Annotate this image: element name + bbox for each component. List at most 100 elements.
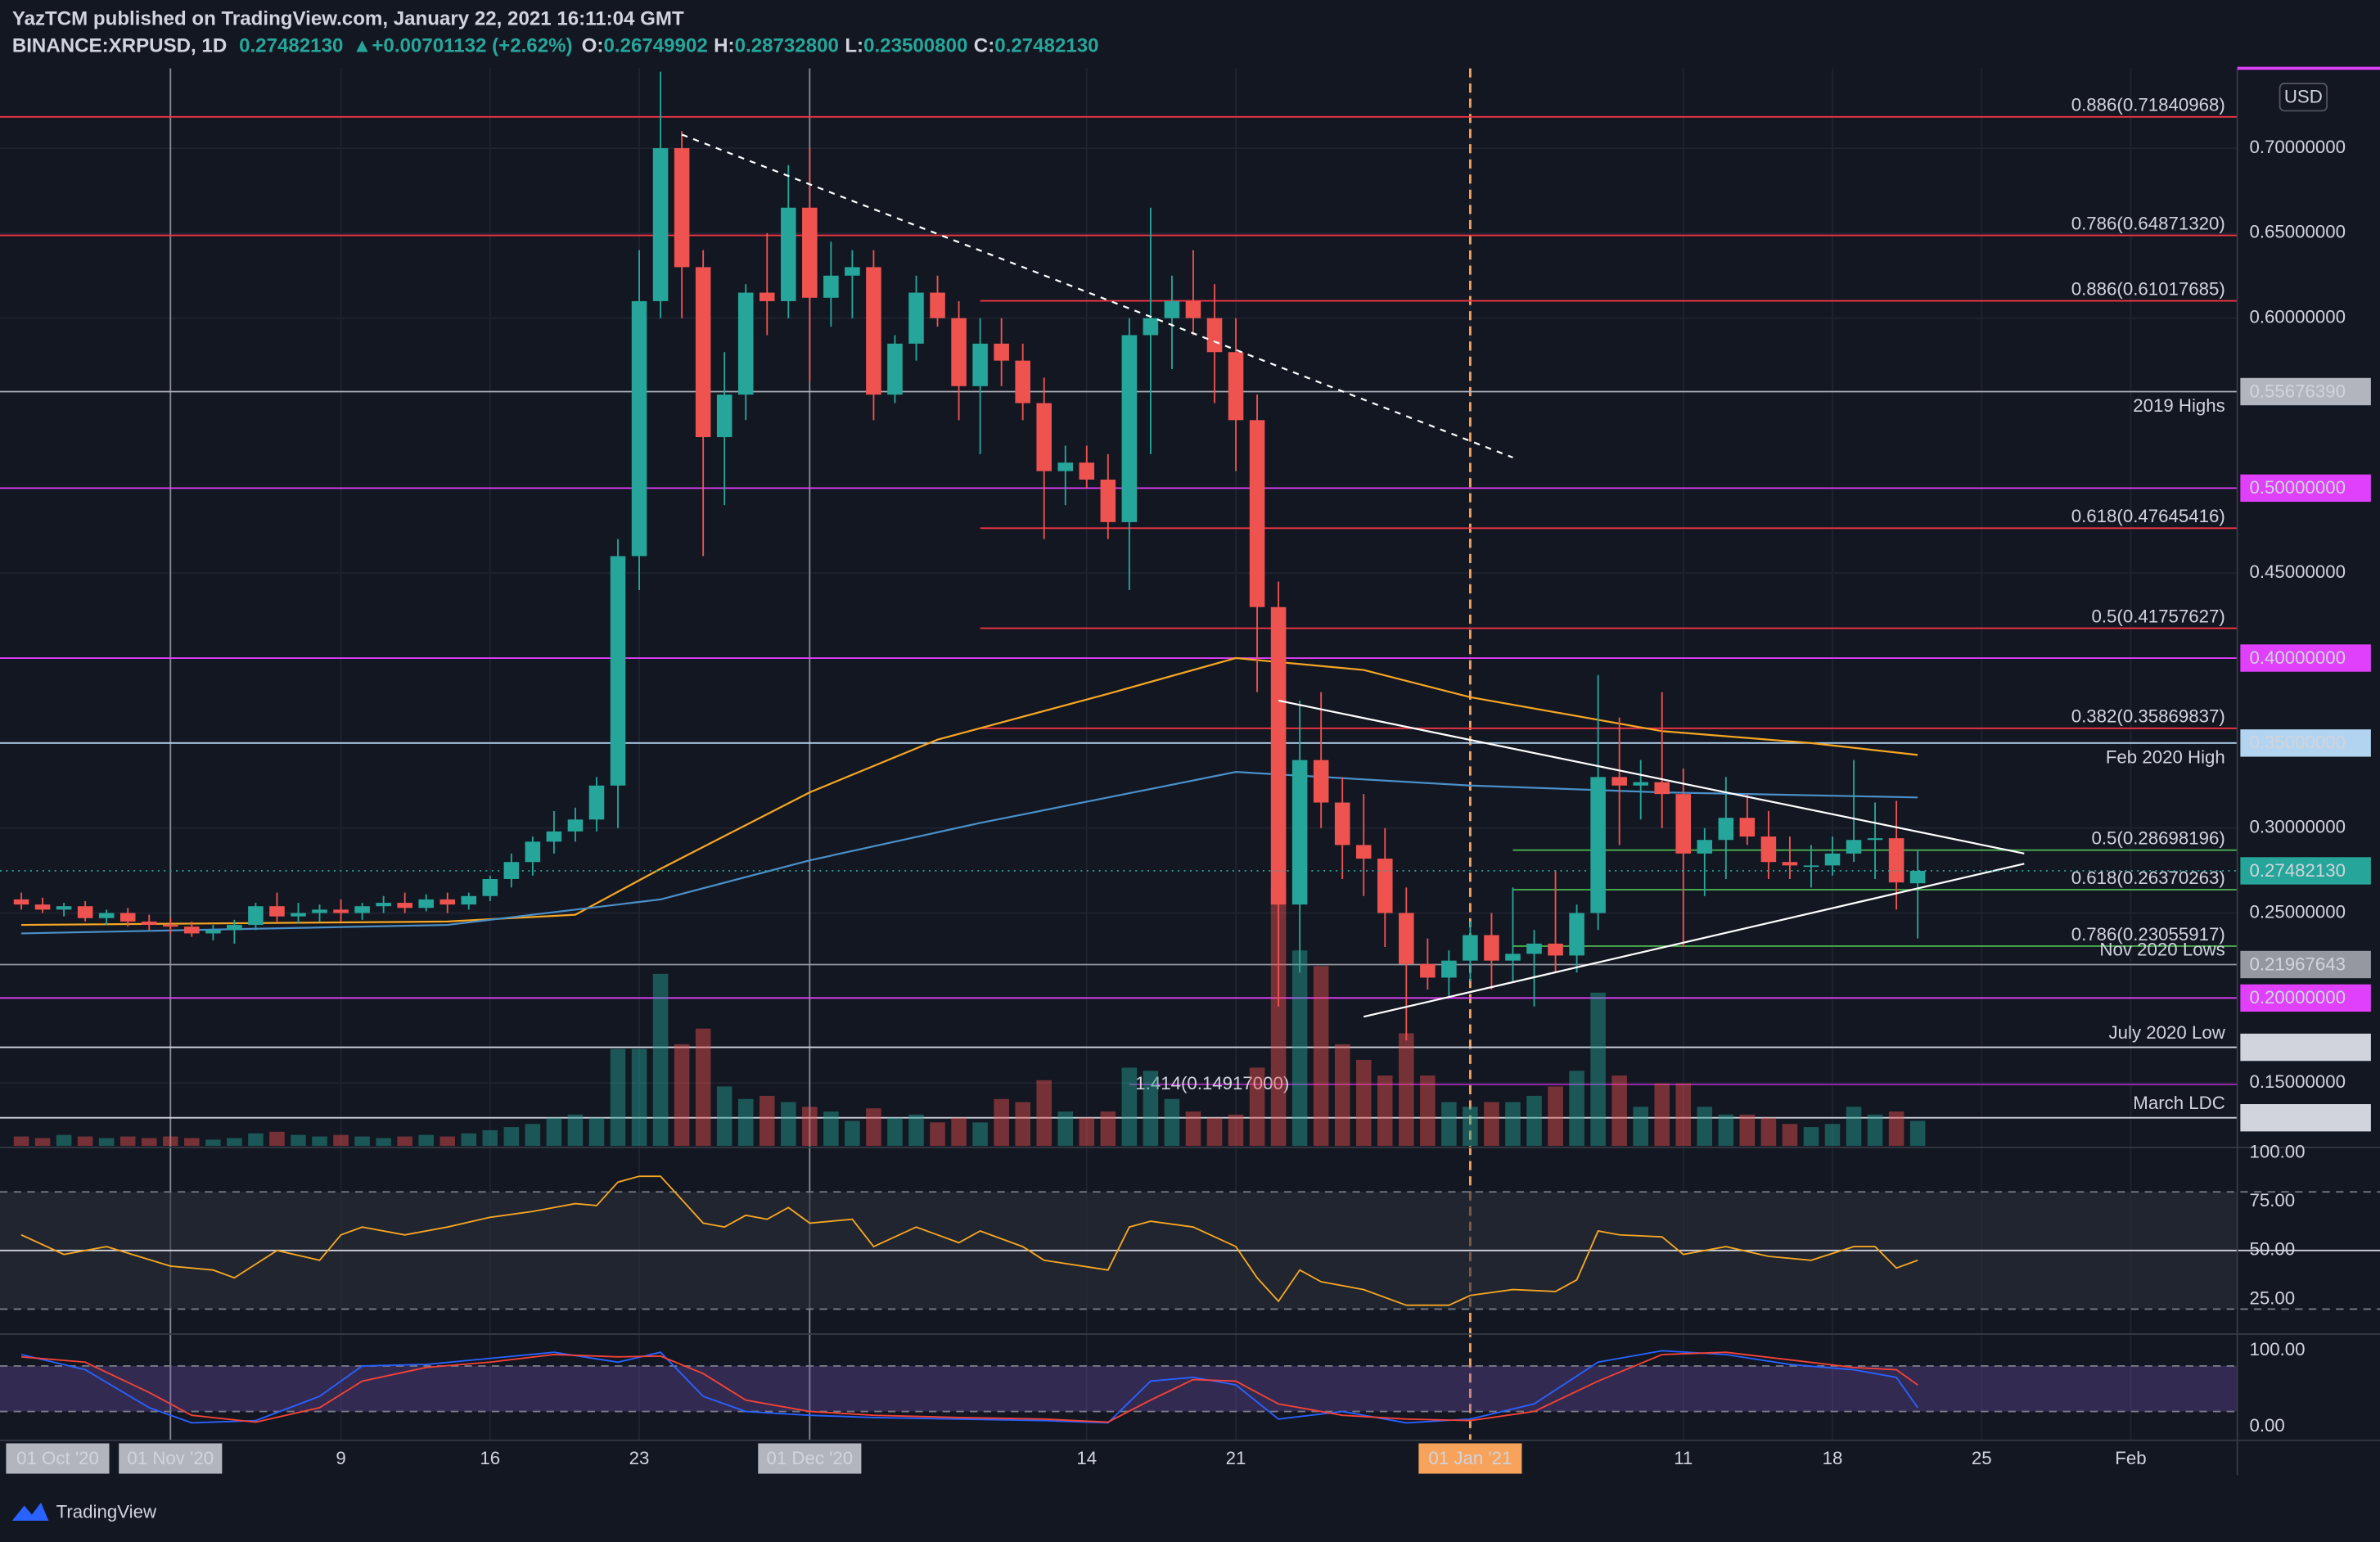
logo-mark	[11, 1502, 49, 1522]
stoch-tick-label: 0.00	[2250, 1415, 2285, 1436]
price-badge	[2240, 729, 2371, 757]
price-badge-label: 0.20000000	[2250, 987, 2346, 1008]
volume-bar	[1313, 966, 1329, 1147]
stoch-tick-label: 100.00	[2250, 1339, 2306, 1359]
stoch-line	[20, 1350, 1918, 1424]
currency: USD	[2284, 86, 2323, 106]
price-badge-label: 0.50000000	[2250, 477, 2346, 498]
volume-bar	[1633, 1107, 1648, 1147]
candle-body	[98, 913, 115, 918]
candle-body	[631, 300, 647, 557]
volume-bar	[439, 1136, 456, 1147]
volume-bar	[1206, 1117, 1223, 1147]
price-badge	[2240, 377, 2371, 406]
candle-body	[1824, 853, 1841, 866]
volume-bar	[354, 1136, 370, 1147]
candle-body	[205, 930, 221, 934]
candle-body	[1867, 838, 1883, 841]
volume-bar	[184, 1138, 200, 1147]
volume-bar	[951, 1117, 967, 1147]
price-badge-label: 0.21967643	[2250, 954, 2346, 974]
volume-bar	[1718, 1114, 1734, 1147]
candle-body	[1399, 913, 1414, 964]
candle-body	[1313, 760, 1329, 803]
x-tick-label: 25	[1972, 1448, 1992, 1468]
change: ▲+0.00701132 (+2.62%)	[353, 35, 573, 57]
candle-body	[461, 895, 477, 905]
price-badge-label: 0.55676390	[2250, 381, 2346, 401]
volume-bar	[227, 1138, 242, 1147]
candle-body	[1420, 963, 1436, 978]
volume-bar	[716, 1086, 732, 1147]
volume-bar	[141, 1138, 157, 1147]
ohlc-label: C:	[974, 35, 994, 57]
price-badge-label: 0.17100000	[2250, 1036, 2346, 1057]
x-tick-label: 23	[629, 1448, 650, 1468]
stoch-band	[0, 1365, 2238, 1412]
price-badge-label: 0.12952975	[2250, 1107, 2346, 1127]
x-tick-badge	[6, 1443, 110, 1474]
volume-bar	[248, 1133, 264, 1147]
price-badge	[2240, 474, 2371, 503]
volume-bar	[312, 1136, 327, 1147]
candle-body	[1185, 300, 1201, 318]
volume-bar	[759, 1095, 775, 1147]
volume-bar	[1782, 1124, 1798, 1147]
candle-body	[1697, 840, 1713, 854]
candle-body	[1611, 777, 1627, 786]
candle-body	[1143, 318, 1159, 336]
volume-bar	[461, 1133, 477, 1147]
candle-body	[1463, 935, 1478, 961]
candle-body	[1846, 840, 1862, 854]
candle-body	[1782, 862, 1798, 866]
volume-bar	[1270, 887, 1287, 1147]
volume-bar	[1569, 1071, 1584, 1147]
candle-body	[1760, 836, 1777, 863]
candle-body	[759, 292, 775, 301]
candle-body	[546, 831, 562, 842]
x-tick-label: 01 Dec '20	[766, 1448, 853, 1468]
price-badge-label: 0.35000000	[2250, 733, 2346, 753]
brand-logo	[11, 1502, 49, 1522]
trendline	[1363, 863, 2025, 1018]
volume-bar	[1015, 1102, 1030, 1147]
candle-body	[1249, 420, 1265, 607]
candle-body	[994, 343, 1009, 361]
volume-bar	[1611, 1075, 1627, 1147]
volume-bar	[1590, 992, 1606, 1147]
price-badge	[2240, 950, 2371, 979]
candle-body	[695, 267, 711, 438]
symbol: BINANCE:XRPUSD, 1D	[12, 35, 227, 57]
volume-bar	[887, 1117, 903, 1147]
brand: TradingView	[56, 1502, 157, 1522]
candle-body	[376, 903, 391, 907]
ohlc-value: 0.26749902	[603, 35, 707, 57]
volume-bar	[674, 1044, 690, 1147]
x-tick-label: 18	[1823, 1448, 1843, 1468]
candle-body	[525, 841, 541, 863]
volume-bar	[737, 1098, 754, 1147]
volume-bar	[418, 1134, 434, 1147]
stoch-line	[20, 1351, 1918, 1423]
y-tick-label: 0.70000000	[2250, 137, 2346, 157]
price-badge-label: 0.40000000	[2250, 647, 2346, 668]
candle-body	[227, 925, 242, 931]
volume-bar	[34, 1138, 51, 1147]
volume-bar	[781, 1102, 796, 1147]
volume-bar	[930, 1122, 945, 1147]
candle-body	[482, 878, 498, 896]
volume-bar	[163, 1136, 178, 1147]
candle-body	[802, 207, 818, 298]
currency-box[interactable]	[2279, 83, 2328, 112]
candle-body	[908, 292, 924, 344]
candle-body	[418, 899, 434, 909]
candle-body	[1079, 462, 1095, 480]
candle-body	[1206, 318, 1223, 353]
volume-bar	[333, 1134, 349, 1147]
volume-bar	[1441, 1102, 1457, 1147]
level-label: 1.414(0.14917000)	[1135, 1073, 1289, 1093]
volume-bar	[1121, 1067, 1138, 1147]
x-tick-label: 01 Oct '20	[16, 1448, 99, 1468]
level-note: 2019 Highs	[2133, 395, 2225, 416]
candle-body	[1228, 352, 1244, 421]
